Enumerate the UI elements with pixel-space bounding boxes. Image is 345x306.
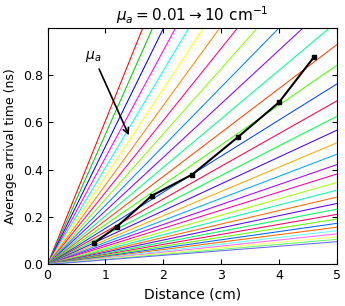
X-axis label: Distance (cm): Distance (cm) <box>144 288 241 302</box>
Text: $\mu_a$: $\mu_a$ <box>85 49 128 134</box>
Y-axis label: Average arrival time (ns): Average arrival time (ns) <box>4 68 17 224</box>
Title: $\mu_a = 0.01 \rightarrow 10\ \mathrm{cm}^{-1}$: $\mu_a = 0.01 \rightarrow 10\ \mathrm{cm… <box>116 4 268 26</box>
